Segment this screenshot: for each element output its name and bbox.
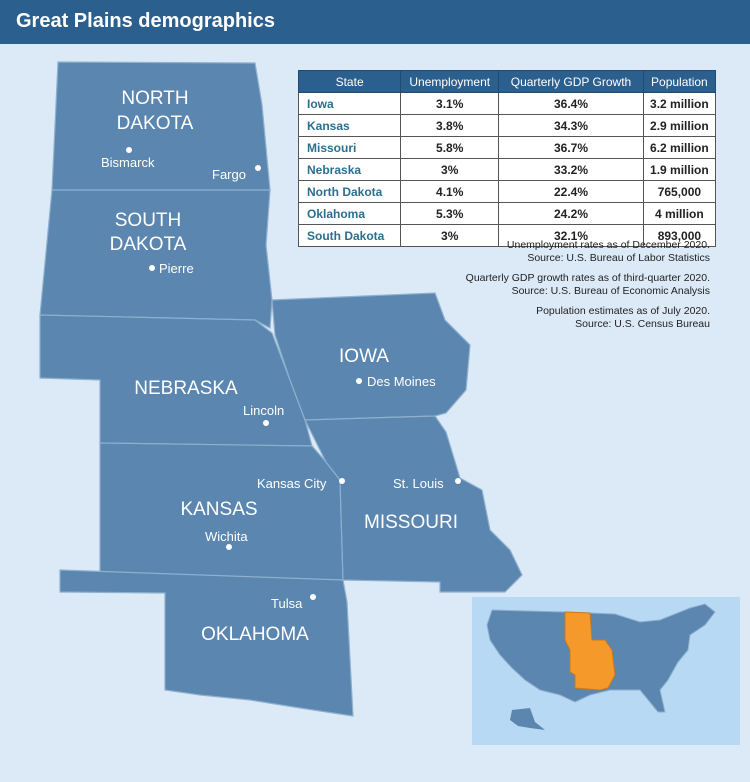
table-cell: 4 million	[642, 202, 717, 225]
column-header: Population	[642, 70, 717, 93]
note-group: Unemployment rates as of December 2020. S…	[466, 239, 710, 265]
table-cell: 4.1%	[400, 180, 500, 203]
table-cell: 34.3%	[498, 114, 644, 137]
city-label: Kansas City	[257, 476, 327, 491]
state-label: IOWA	[339, 346, 389, 367]
note-line: Source: U.S. Bureau of Economic Analysis	[511, 285, 710, 297]
city-dot	[455, 478, 461, 484]
inset-highlight	[564, 611, 616, 691]
city-label: St. Louis	[393, 476, 444, 491]
table-row: Oklahoma 5.3% 24.2% 4 million	[297, 202, 717, 225]
table-cell: 5.8%	[400, 136, 500, 159]
city-dot	[149, 265, 155, 271]
table-cell: Iowa	[297, 92, 402, 115]
table-cell: 3%	[400, 224, 500, 247]
inset-alaska	[510, 708, 545, 730]
table-cell: North Dakota	[297, 180, 402, 203]
table-cell: 32.1%	[498, 224, 644, 247]
state-shape	[51, 61, 271, 191]
city-label: Des Moines	[367, 374, 436, 389]
title-bar: Great Plains demographics	[0, 0, 750, 44]
table-cell: 22.4%	[498, 180, 644, 203]
city-label: Tulsa	[271, 596, 303, 611]
table-cell: 36.7%	[498, 136, 644, 159]
note-line: Population estimates as of July 2020.	[536, 305, 710, 317]
table-cell: Kansas	[297, 114, 402, 137]
state-label: OKLAHOMA	[201, 624, 309, 645]
state-label: NORTH	[121, 88, 188, 109]
state-label: DAKOTA	[117, 113, 194, 134]
title: Great Plains demographics	[16, 10, 275, 32]
note-group: Population estimates as of July 2020. Sou…	[466, 305, 710, 331]
city-dot	[339, 478, 345, 484]
table-cell: 3%	[400, 158, 500, 181]
city-dot	[356, 378, 362, 384]
header-row: State Unemployment Quarterly GDP Growth Pop…	[297, 70, 717, 93]
table-cell: 1.9 million	[642, 158, 717, 181]
column-header: Unemployment	[400, 70, 500, 93]
city-label: Bismarck	[101, 155, 155, 170]
city-dot	[255, 165, 261, 171]
table-cell: Missouri	[297, 136, 402, 159]
state-label: SOUTH	[115, 210, 182, 231]
notes: Unemployment rates as of December 2020. S…	[466, 239, 710, 338]
table-row: North Dakota 4.1% 22.4% 765,000	[297, 180, 717, 203]
table-cell: 893,000	[642, 224, 717, 247]
table-cell: 24.2%	[498, 202, 644, 225]
table-body: Iowa 3.1% 36.4% 3.2 million Kansas 3.8% 34.3% 2…	[297, 92, 717, 247]
table-cell: 36.4%	[498, 92, 644, 115]
state-shape	[39, 314, 313, 447]
note-group: Quarterly GDP growth rates as of third-q…	[466, 272, 710, 298]
city-dot	[226, 544, 232, 550]
table-cell: 3.2 million	[642, 92, 717, 115]
note-line: Unemployment rates as of December 2020.	[506, 239, 710, 251]
state-shape	[271, 292, 471, 421]
table-cell: 6.2 million	[642, 136, 717, 159]
note-line: Quarterly GDP growth rates as of third-q…	[465, 272, 710, 284]
table-row: Nebraska 3% 33.2% 1.9 million	[297, 158, 717, 181]
table-cell: 765,000	[642, 180, 717, 203]
table-cell: 3.8%	[400, 114, 500, 137]
column-header: Quarterly GDP Growth	[498, 70, 644, 93]
data-table: State Unemployment Quarterly GDP Growth Pop…	[297, 70, 717, 247]
city-label: Fargo	[212, 167, 246, 182]
state-shape	[59, 569, 354, 717]
table-row: Missouri 5.8% 36.7% 6.2 million	[297, 136, 717, 159]
state-label: NEBRASKA	[134, 378, 238, 399]
city-label: Wichita	[205, 529, 248, 544]
table-cell: Nebraska	[297, 158, 402, 181]
table-row: Iowa 3.1% 36.4% 3.2 million	[297, 92, 717, 115]
table-cell: 3.1%	[400, 92, 500, 115]
city-dot	[126, 147, 132, 153]
city-dot	[310, 594, 316, 600]
state-shape	[304, 415, 523, 593]
state-label: DAKOTA	[110, 234, 187, 255]
column-header: State	[297, 70, 402, 93]
table-cell: Oklahoma	[297, 202, 402, 225]
table-row: Kansas 3.8% 34.3% 2.9 million	[297, 114, 717, 137]
state-label: KANSAS	[180, 499, 257, 520]
note-line: Source: U.S. Bureau of Labor Statistics	[527, 252, 710, 264]
table-row: South Dakota 3% 32.1% 893,000	[297, 224, 717, 247]
table-cell: South Dakota	[297, 224, 402, 247]
state-label: MISSOURI	[364, 512, 458, 533]
inset-map	[472, 597, 740, 745]
table-cell: 33.2%	[498, 158, 644, 181]
city-label: Pierre	[159, 261, 194, 276]
note-line: Source: U.S. Census Bureau	[575, 318, 710, 330]
table-cell: 2.9 million	[642, 114, 717, 137]
city-label: Lincoln	[243, 403, 284, 418]
table-cell: 5.3%	[400, 202, 500, 225]
city-dot	[263, 420, 269, 426]
